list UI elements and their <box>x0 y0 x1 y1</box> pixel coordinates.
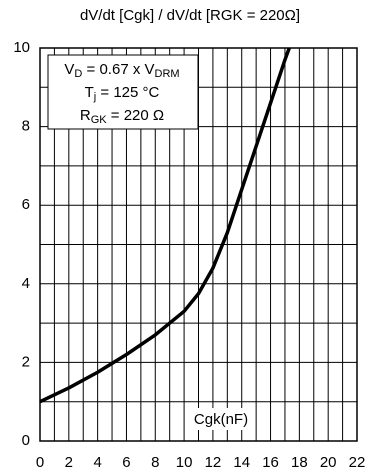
x-axis-label: Cgk(nF) <box>194 411 248 428</box>
x-tick-label: 6 <box>122 454 130 471</box>
x-tick-label: 4 <box>93 454 101 471</box>
annotation-text: T <box>85 84 94 101</box>
x-tick-label: 2 <box>65 454 73 471</box>
annotation-subscript: j <box>93 91 96 103</box>
annotation-text: = 0.67 x V <box>82 61 154 78</box>
x-tick-label: 16 <box>262 454 279 471</box>
y-tick-label: 6 <box>22 196 30 213</box>
x-tick-label: 22 <box>349 454 366 471</box>
y-tick-label: 10 <box>13 39 30 56</box>
x-tick-label: 18 <box>291 454 308 471</box>
annotation: Tj = 125 °C <box>85 84 160 103</box>
annotation: VD = 0.67 x VDRM <box>64 61 179 80</box>
annotation-subscript: D <box>74 68 82 80</box>
x-tick-label: 12 <box>205 454 222 471</box>
plot-frame <box>39 47 358 442</box>
annotation-subscript: DRM <box>155 68 180 80</box>
y-tick-label: 2 <box>22 353 30 370</box>
x-tick-label: 14 <box>233 454 250 471</box>
annotation-text: V <box>64 61 74 78</box>
annotation-text: = 220 Ω <box>107 107 165 124</box>
annotation-subscript: GK <box>91 114 108 126</box>
x-label-box <box>192 408 250 430</box>
x-tick-label: 10 <box>176 454 193 471</box>
x-tick-label: 0 <box>36 454 44 471</box>
y-tick-label: 0 <box>22 432 30 449</box>
y-tick-label: 4 <box>22 275 30 292</box>
annotation-text: R <box>80 107 91 124</box>
data-line <box>39 47 291 404</box>
annotation: RGK = 220 Ω <box>80 107 164 126</box>
annotation-box <box>47 54 199 130</box>
y-tick-label: 8 <box>22 118 30 135</box>
chart-title: dV/dt [Cgk] / dV/dt [RGK = 220Ω] <box>80 7 300 24</box>
x-tick-label: 8 <box>151 454 159 471</box>
x-tick-label: 20 <box>320 454 337 471</box>
annotation-text: = 125 °C <box>96 84 159 101</box>
